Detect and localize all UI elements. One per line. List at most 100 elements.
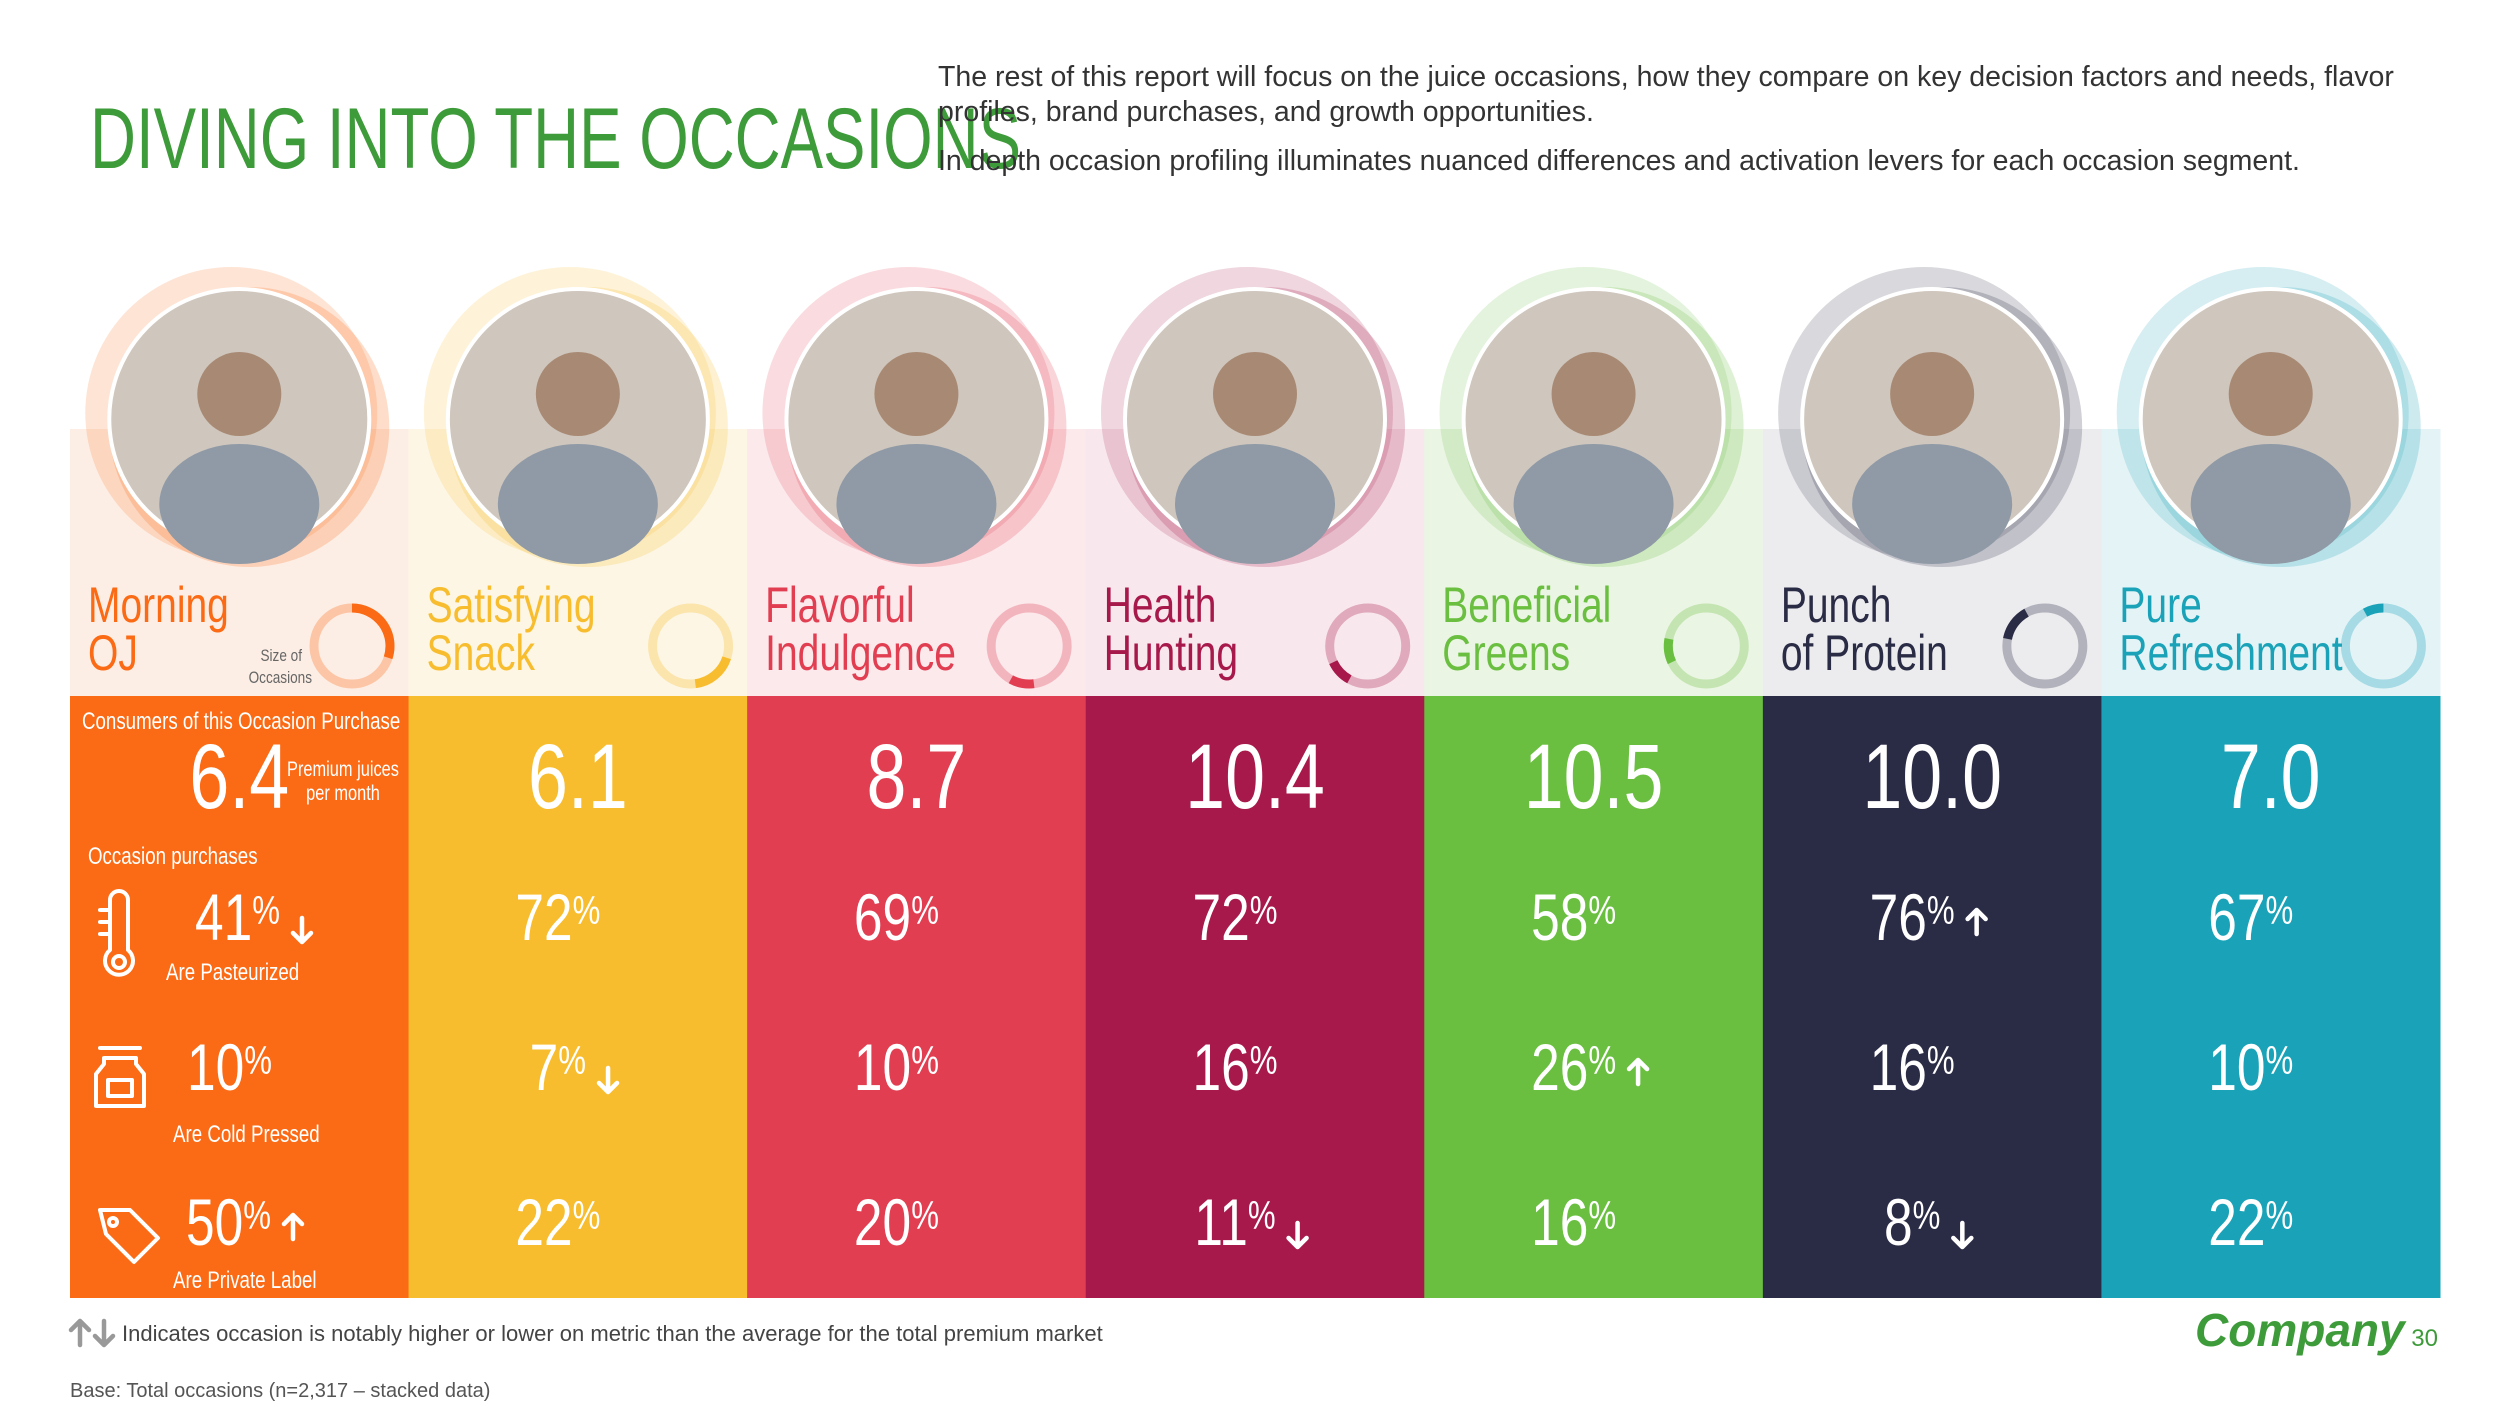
metric-group: 50% [186, 1185, 271, 1260]
purchases-value-group: 8.7 [867, 725, 967, 828]
occasion-name: Refreshment [2119, 624, 2343, 681]
size-label-group: Size of [260, 647, 302, 666]
jar-icon [94, 1046, 146, 1108]
arrow-up [1626, 1057, 1650, 1087]
occasion-name: Greens [1442, 624, 1570, 681]
metric-unit: % [1250, 888, 1278, 933]
occasion-name-group: OJ [88, 624, 138, 681]
occasion-body [2101, 696, 2441, 1298]
purchases-value-group: 6.4 [189, 725, 289, 828]
metric-unit: % [911, 1038, 939, 1083]
occasion-name: Satisfying [427, 576, 596, 633]
page-number: 30 [2411, 1325, 2438, 1352]
metric-group: 58% [1531, 880, 1616, 955]
metric-group: 10% [2208, 1030, 2293, 1105]
size-donut-ring [1325, 603, 1411, 689]
size-donut-segment [694, 656, 731, 689]
occasion-body [408, 696, 748, 1298]
occasion-name: Morning [88, 576, 229, 633]
photo-person [836, 444, 997, 564]
metric: 16% [1193, 1030, 1278, 1105]
occasion-name-group: of Protein [1781, 624, 1948, 681]
arrow-up [281, 1212, 305, 1242]
tag-icon [98, 1208, 160, 1264]
metric-unit: % [1927, 1038, 1955, 1083]
per-month-label: per month [306, 781, 380, 804]
occasion-name: Health [1104, 576, 1217, 633]
company-logo: Company [2195, 1304, 2407, 1356]
size-label-group: Occasions [249, 669, 313, 688]
metric-group: 10% [187, 1030, 272, 1105]
occasion-name-group: Punch [1781, 576, 1892, 633]
metric-label: Are Private Label [173, 1267, 317, 1294]
metric-unit: % [1588, 1193, 1616, 1238]
photo-person [1852, 444, 2013, 564]
purchases-value-group: 10.0 [1862, 725, 2002, 828]
per-month-label-group: per month [306, 781, 380, 804]
purchases-value: 6.4 [189, 725, 289, 828]
metric-unit: % [243, 1193, 271, 1238]
metric: 10% [187, 1030, 272, 1105]
occasion-name: Pure [2119, 576, 2201, 633]
metric-value: 20 [854, 1185, 911, 1260]
arrow-up [68, 1318, 92, 1348]
occasion-name-group: Snack [427, 624, 536, 681]
metric-value: 8 [1884, 1185, 1913, 1260]
size-donut-ring [2002, 603, 2088, 689]
metric-group: 22% [2208, 1185, 2293, 1260]
occasion-name-group: Morning [88, 576, 229, 633]
metric: 26% [1531, 1030, 1616, 1105]
arrow-down [1286, 1220, 1309, 1250]
metric-label: Are Pasteurized [166, 959, 299, 986]
purchase-label: Consumers of this Occasion Purchase [82, 708, 400, 735]
photo-person [197, 352, 282, 436]
occasion-name: Flavorful [765, 576, 915, 633]
metric-label-group: Are Private Label [173, 1267, 317, 1294]
photo-person [159, 444, 320, 564]
metric: 20% [854, 1185, 939, 1260]
intro-paragraph: The rest of this report will focus on th… [938, 61, 2394, 128]
metric-label: Are Cold Pressed [173, 1121, 320, 1148]
metric-group: 72% [515, 880, 600, 955]
occasion-body [1762, 696, 2102, 1298]
metric-group: 7% [530, 1030, 586, 1105]
arrow-down [290, 915, 314, 945]
occasion-name: Hunting [1104, 624, 1238, 681]
occasion-name: Indulgence [765, 624, 956, 681]
occasion-name: OJ [88, 624, 138, 681]
metric: 58% [1531, 880, 1616, 955]
occasion-body [747, 696, 1087, 1298]
occasion-body [1424, 696, 1764, 1298]
size-label: Occasions [249, 669, 313, 688]
metric-value: 41 [195, 880, 252, 955]
metric-label-group: Are Pasteurized [166, 959, 299, 986]
purchases-value: 10.4 [1185, 725, 1325, 828]
size-donut-segment [1663, 638, 1677, 665]
size-donut-ring [648, 603, 734, 689]
metric-group: 22% [515, 1185, 600, 1260]
metric-value: 10 [854, 1030, 911, 1105]
metric: 16% [1870, 1030, 1955, 1105]
metric: 69% [854, 880, 939, 955]
arrow-down [92, 1318, 116, 1348]
metric-unit: % [2265, 1038, 2293, 1083]
arrow-down [596, 1065, 620, 1095]
arrow-up [1965, 907, 1988, 937]
occasion-name-group: Flavorful [765, 576, 915, 633]
purchase-label-group: Consumers of this Occasion Purchase [82, 708, 400, 735]
per-month-label: Premium juices [287, 757, 399, 780]
metric: 41% [195, 880, 280, 955]
arrow-down [1951, 1220, 1974, 1250]
occasion-name-group: Satisfying [427, 576, 596, 633]
metric: 22% [2208, 1185, 2293, 1260]
metric: 72% [1193, 880, 1278, 955]
metric-value: 76 [1870, 880, 1927, 955]
occasion-purchases-label: Occasion purchases [88, 843, 258, 870]
photo-person [2228, 352, 2313, 436]
metric-unit: % [911, 1193, 939, 1238]
metric-value: 10 [2208, 1030, 2265, 1105]
metric-group: 8% [1884, 1185, 1940, 1260]
metric-unit: % [1927, 888, 1955, 933]
metric: 8% [1884, 1185, 1940, 1260]
purchases-value: 7.0 [2221, 725, 2321, 828]
